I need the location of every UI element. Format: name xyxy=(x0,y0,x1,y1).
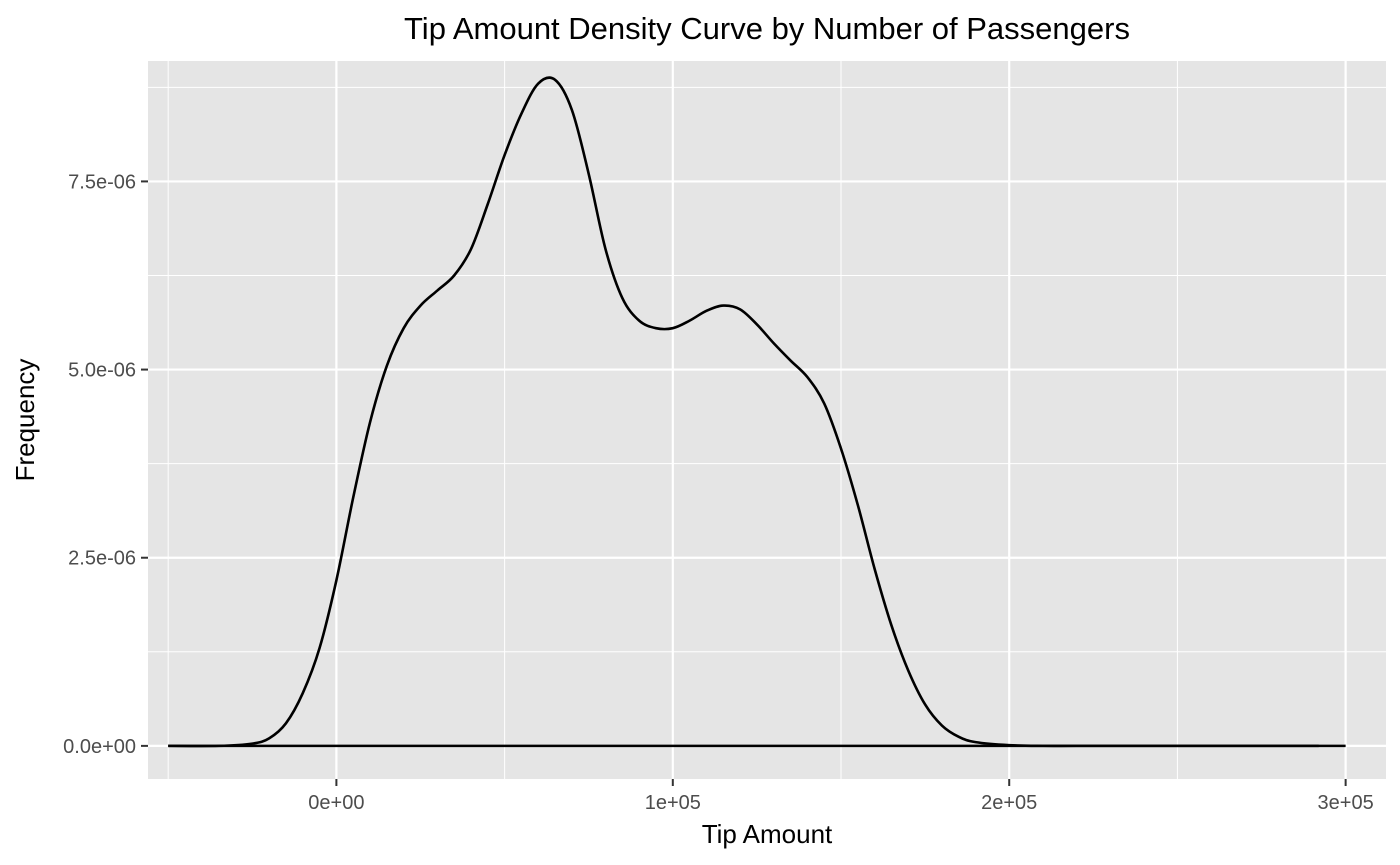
y-tick-label: 0.0e+00 xyxy=(63,736,136,758)
y-tick-label: 7.5e-06 xyxy=(68,171,136,193)
x-tick-label: 2e+05 xyxy=(981,792,1037,814)
density-curve xyxy=(168,76,1319,748)
y-axis-title: Frequency xyxy=(10,359,40,482)
density-marks xyxy=(168,76,1346,748)
y-tick-label: 5.0e-06 xyxy=(68,360,136,382)
plot-panel xyxy=(148,61,1386,779)
x-tick-label: 3e+05 xyxy=(1318,792,1374,814)
axes: 0e+00 1e+05 2e+05 3e+05 0.0e+00 2.5e-06 5.0e-0… xyxy=(63,171,1374,814)
y-tick-label: 2.5e-06 xyxy=(68,548,136,570)
chart-title: Tip Amount Density Curve by Number of Pa… xyxy=(404,11,1130,46)
x-tick-label: 1e+05 xyxy=(645,792,701,814)
x-axis-title: Tip Amount xyxy=(702,819,833,849)
x-tick-label: 0e+00 xyxy=(308,792,364,814)
